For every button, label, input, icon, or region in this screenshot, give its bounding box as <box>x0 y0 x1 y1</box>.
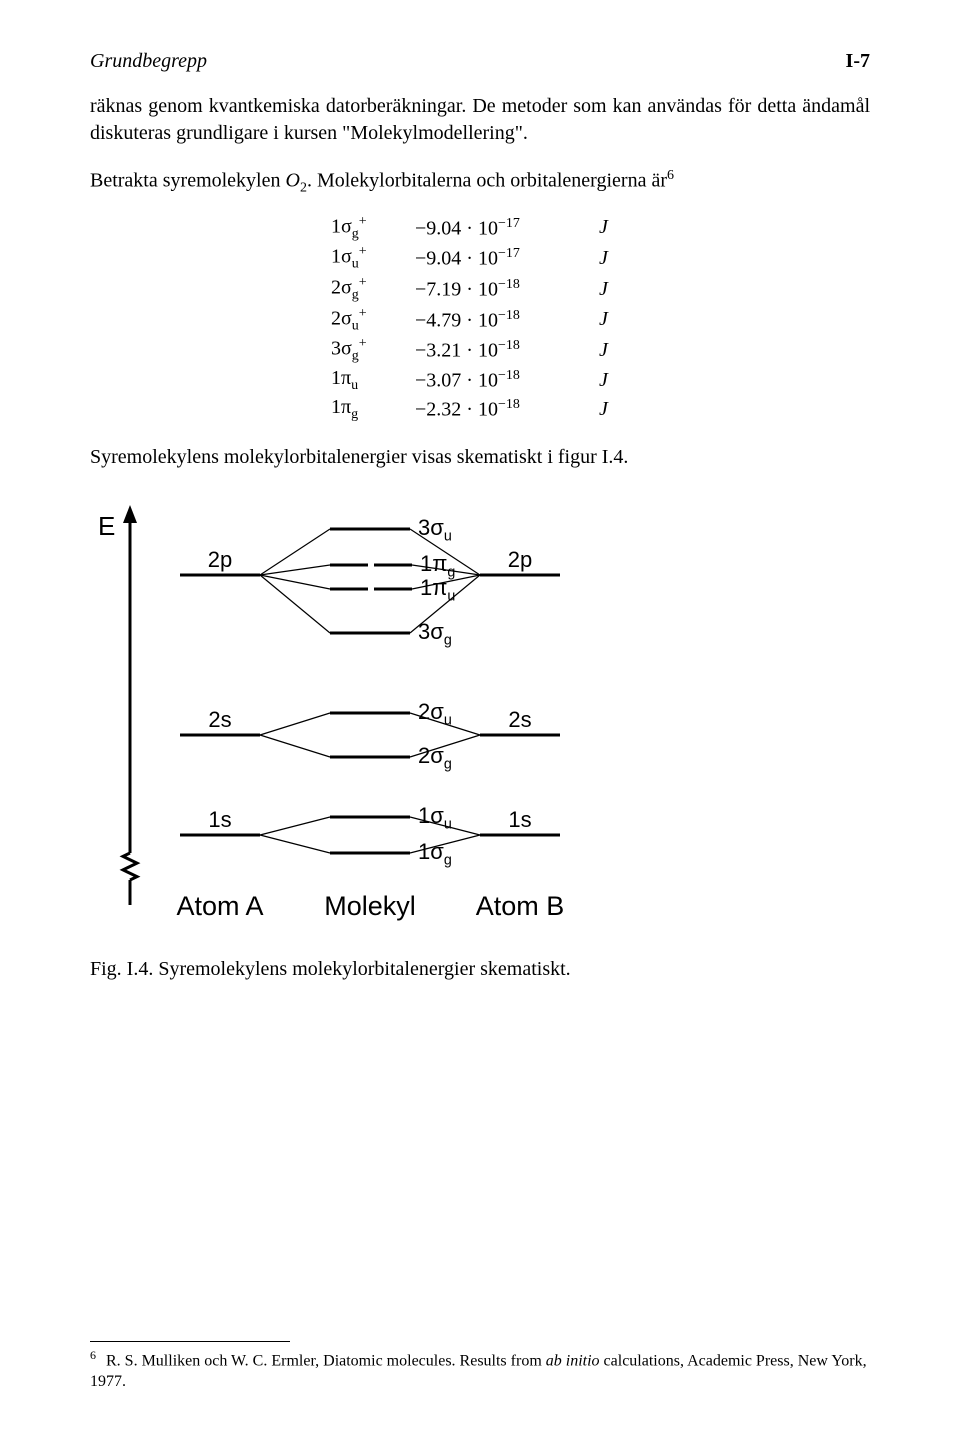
unit-cell: J <box>587 335 641 366</box>
value-cell: −9.04 · 10−17 <box>403 243 587 274</box>
value-cell: −3.07 · 10−18 <box>403 366 587 395</box>
table-row: 1πg−2.32 · 10−18J <box>319 395 641 424</box>
orbital-cell: 1πu <box>319 366 403 395</box>
table-row: 1σg+−9.04 · 10−17J <box>319 213 641 244</box>
svg-text:2σu: 2σu <box>418 699 452 729</box>
para2-suffix: . Molekylorbitalerna och orbitalenergier… <box>307 170 667 192</box>
value-cell: −9.04 · 10−17 <box>403 213 587 244</box>
value-cell: −7.19 · 10−18 <box>403 274 587 305</box>
orbital-cell: 2σg+ <box>319 274 403 305</box>
mo-diagram: E2p2p3σu1πg1πu3σg2s2s2σu2σg1s1s1σu1σgAto… <box>90 485 870 950</box>
unit-cell: J <box>587 274 641 305</box>
svg-text:Atom A: Atom A <box>176 891 263 921</box>
paragraph-2: Betrakta syremolekylen O2. Molekylorbita… <box>90 167 870 199</box>
header-left: Grundbegrepp <box>90 50 207 73</box>
value-cell: −4.79 · 10−18 <box>403 305 587 336</box>
orbital-cell: 1σg+ <box>319 213 403 244</box>
svg-text:2p: 2p <box>508 547 532 572</box>
table-row: 1σu+−9.04 · 10−17J <box>319 243 641 274</box>
unit-cell: J <box>587 243 641 274</box>
footnote-rule <box>90 1341 290 1342</box>
svg-text:2σg: 2σg <box>418 743 452 773</box>
footnote-number: 6 <box>90 1348 96 1362</box>
orbital-cell: 1πg <box>319 395 403 424</box>
footnote-italic: ab initio <box>546 1352 600 1369</box>
svg-text:2p: 2p <box>208 547 232 572</box>
svg-text:Molekyl: Molekyl <box>324 891 416 921</box>
svg-text:1s: 1s <box>508 807 531 832</box>
svg-text:1σu: 1σu <box>418 803 452 833</box>
paragraph-1: räknas genom kvantkemiska datorberäkning… <box>90 93 870 147</box>
page-header: Grundbegrepp I-7 <box>90 50 870 73</box>
value-cell: −2.32 · 10−18 <box>403 395 587 424</box>
para2-mol: O <box>286 170 300 192</box>
svg-text:2s: 2s <box>208 707 231 732</box>
svg-text:1s: 1s <box>208 807 231 832</box>
svg-text:2s: 2s <box>508 707 531 732</box>
orbital-energy-table: 1σg+−9.04 · 10−17J1σu+−9.04 · 10−17J2σg+… <box>319 213 641 424</box>
table-row: 1πu−3.07 · 10−18J <box>319 366 641 395</box>
footnote-ref-6: 6 <box>667 168 674 183</box>
table-row: 2σg+−7.19 · 10−18J <box>319 274 641 305</box>
footnote-text-a: R. S. Mulliken och W. C. Ermler, Diatomi… <box>106 1352 546 1369</box>
footnote-6: 6 R. S. Mulliken och W. C. Ermler, Diato… <box>90 1348 870 1393</box>
unit-cell: J <box>587 366 641 395</box>
svg-text:Atom B: Atom B <box>476 891 565 921</box>
unit-cell: J <box>587 395 641 424</box>
svg-text:3σg: 3σg <box>418 619 452 649</box>
table-row: 3σg+−3.21 · 10−18J <box>319 335 641 366</box>
unit-cell: J <box>587 305 641 336</box>
table-row: 2σu+−4.79 · 10−18J <box>319 305 641 336</box>
unit-cell: J <box>587 213 641 244</box>
svg-text:E: E <box>98 511 115 541</box>
paragraph-3: Syremolekylens molekylorbitalenergier vi… <box>90 444 870 471</box>
orbital-cell: 2σu+ <box>319 305 403 336</box>
para2-prefix: Betrakta syremolekylen <box>90 170 286 192</box>
figure-caption: Fig. I.4. Syremolekylens molekylorbitale… <box>90 958 870 981</box>
svg-text:3σu: 3σu <box>418 515 452 545</box>
para2-mol-sub: 2 <box>300 181 307 196</box>
value-cell: −3.21 · 10−18 <box>403 335 587 366</box>
orbital-cell: 1σu+ <box>319 243 403 274</box>
header-right: I-7 <box>846 50 870 73</box>
orbital-cell: 3σg+ <box>319 335 403 366</box>
